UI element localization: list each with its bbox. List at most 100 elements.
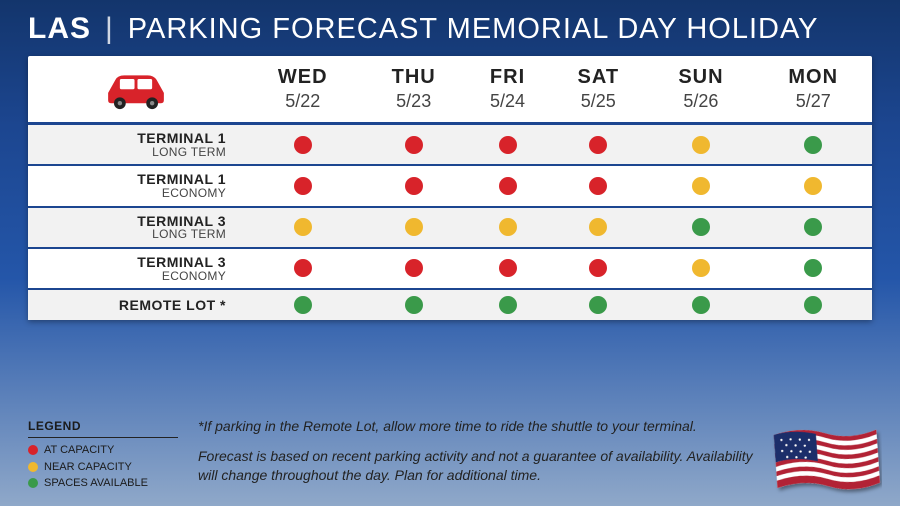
note-remote-lot: *If parking in the Remote Lot, allow mor…: [198, 417, 762, 437]
row-terminal: TERMINAL 1: [36, 172, 226, 187]
status-cell: [362, 248, 466, 289]
legend-row: AT CAPACITY: [28, 442, 178, 459]
legend-label: SPACES AVAILABLE: [44, 475, 148, 492]
day-date: 5/25: [549, 91, 647, 112]
day-date: 5/27: [754, 91, 872, 112]
day-header: SAT5/25: [549, 56, 647, 124]
legend-dot-near-capacity: [28, 462, 38, 472]
status-dot-spaces-available: [804, 218, 822, 236]
status-cell: [754, 207, 872, 248]
row-type: LONG TERM: [36, 228, 226, 241]
status-cell: [549, 165, 647, 206]
status-dot-near-capacity: [804, 177, 822, 195]
legend-dot-spaces-available: [28, 478, 38, 488]
day-date: 5/22: [244, 91, 362, 112]
status-dot-near-capacity: [294, 218, 312, 236]
status-cell: [466, 124, 549, 166]
status-dot-at-capacity: [294, 177, 312, 195]
status-dot-at-capacity: [499, 259, 517, 277]
status-dot-at-capacity: [405, 136, 423, 154]
day-date: 5/23: [362, 91, 466, 112]
status-cell: [647, 207, 754, 248]
day-abbr: WED: [244, 66, 362, 89]
legend: LEGEND AT CAPACITYNEAR CAPACITYSPACES AV…: [28, 417, 178, 492]
status-cell: [549, 248, 647, 289]
status-dot-at-capacity: [589, 177, 607, 195]
status-dot-near-capacity: [589, 218, 607, 236]
status-dot-spaces-available: [589, 296, 607, 314]
status-cell: [549, 124, 647, 166]
status-dot-at-capacity: [589, 259, 607, 277]
status-cell: [244, 165, 362, 206]
status-cell: [466, 207, 549, 248]
forecast-table: WED5/22 THU5/23 FRI5/24 SAT5/25 SUN5/26 …: [28, 56, 872, 320]
legend-title: LEGEND: [28, 417, 178, 438]
table-head: WED5/22 THU5/23 FRI5/24 SAT5/25 SUN5/26 …: [28, 56, 872, 124]
row-label: TERMINAL 3LONG TERM: [28, 207, 244, 248]
day-abbr: THU: [362, 66, 466, 89]
status-cell: [466, 165, 549, 206]
status-dot-spaces-available: [804, 136, 822, 154]
row-label: REMOTE LOT *: [28, 289, 244, 320]
status-dot-spaces-available: [692, 218, 710, 236]
status-cell: [754, 165, 872, 206]
day-header: THU5/23: [362, 56, 466, 124]
row-terminal: TERMINAL 1: [36, 131, 226, 146]
status-dot-at-capacity: [294, 259, 312, 277]
legend-row: NEAR CAPACITY: [28, 459, 178, 476]
status-dot-at-capacity: [405, 259, 423, 277]
table-row: TERMINAL 1LONG TERM: [28, 124, 872, 166]
legend-label: NEAR CAPACITY: [44, 459, 132, 476]
status-dot-spaces-available: [294, 296, 312, 314]
status-cell: [647, 124, 754, 166]
day-abbr: SUN: [647, 66, 754, 89]
day-abbr: MON: [754, 66, 872, 89]
status-dot-at-capacity: [499, 177, 517, 195]
note-forecast: Forecast is based on recent parking acti…: [198, 447, 762, 486]
day-abbr: SAT: [549, 66, 647, 89]
status-dot-at-capacity: [499, 136, 517, 154]
status-dot-spaces-available: [405, 296, 423, 314]
status-dot-spaces-available: [692, 296, 710, 314]
status-dot-near-capacity: [692, 259, 710, 277]
table-row: TERMINAL 1ECONOMY: [28, 165, 872, 206]
page-title: PARKING FORECAST MEMORIAL DAY HOLIDAY: [128, 13, 819, 46]
table-row: TERMINAL 3ECONOMY: [28, 248, 872, 289]
legend-dot-at-capacity: [28, 445, 38, 455]
status-cell: [362, 165, 466, 206]
status-cell: [244, 289, 362, 320]
airport-code: LAS: [28, 12, 91, 46]
status-dot-at-capacity: [294, 136, 312, 154]
car-icon: [28, 68, 244, 112]
footer: LEGEND AT CAPACITYNEAR CAPACITYSPACES AV…: [28, 417, 872, 496]
status-cell: [754, 124, 872, 166]
row-terminal: TERMINAL 3: [36, 255, 226, 270]
status-cell: [754, 289, 872, 320]
status-dot-at-capacity: [589, 136, 607, 154]
row-terminal: TERMINAL 3: [36, 214, 226, 229]
row-type: ECONOMY: [36, 187, 226, 200]
day-date: 5/26: [647, 91, 754, 112]
day-header: SUN5/26: [647, 56, 754, 124]
table-row: REMOTE LOT *: [28, 289, 872, 320]
status-dot-at-capacity: [405, 177, 423, 195]
legend-label: AT CAPACITY: [44, 442, 114, 459]
title-separator: |: [105, 12, 114, 46]
forecast-card: WED5/22 THU5/23 FRI5/24 SAT5/25 SUN5/26 …: [28, 56, 872, 320]
notes: *If parking in the Remote Lot, allow mor…: [198, 417, 872, 496]
row-label: TERMINAL 3ECONOMY: [28, 248, 244, 289]
status-cell: [647, 165, 754, 206]
row-type: ECONOMY: [36, 270, 226, 283]
status-cell: [466, 248, 549, 289]
title-bar: LAS | PARKING FORECAST MEMORIAL DAY HOLI…: [0, 0, 900, 56]
status-cell: [647, 289, 754, 320]
status-cell: [362, 289, 466, 320]
status-cell: [244, 248, 362, 289]
day-header: FRI5/24: [466, 56, 549, 124]
day-header: WED5/22: [244, 56, 362, 124]
status-cell: [244, 124, 362, 166]
status-cell: [549, 289, 647, 320]
status-cell: [466, 289, 549, 320]
status-cell: [647, 248, 754, 289]
status-cell: [362, 124, 466, 166]
